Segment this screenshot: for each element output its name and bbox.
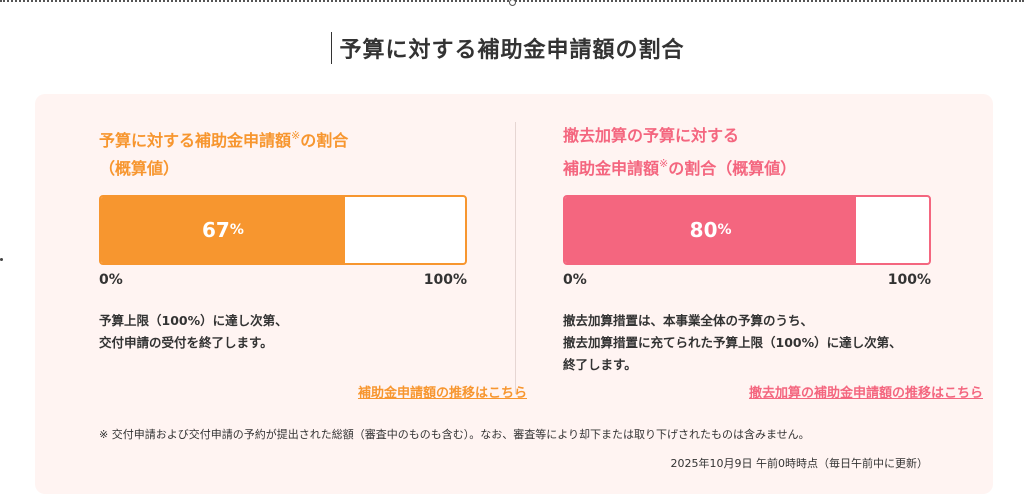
axis-min-label: 0%: [563, 272, 587, 288]
removal-history-link[interactable]: 撤去加算の補助金申請額の推移はこちら: [748, 386, 983, 401]
ratio-panel: 予算に対する補助金申請額※の割合 （概算値） 67% 0% 100% 予算上限（…: [35, 94, 993, 494]
side-marker: [0, 258, 3, 261]
budget-progress-value: 67%: [101, 197, 345, 263]
budget-note-line: 交付申請の受付を終了します。: [99, 335, 273, 350]
budget-note: 予算上限（100%）に達し次第、 交付申請の受付を終了します。: [99, 310, 288, 354]
page-title: 予算に対する補助金申請額の割合: [339, 38, 685, 63]
removal-ratio-title-suffix: の割合（概算値）: [668, 159, 797, 178]
removal-note-line: 終了します。: [563, 357, 637, 372]
removal-progress-bar: 80%: [563, 195, 931, 265]
budget-progress-bar: 67%: [99, 195, 467, 265]
budget-ratio-title-text: 予算に対する補助金申請額: [99, 131, 292, 150]
removal-ratio-title-text: 撤去加算の予算に対する: [563, 126, 740, 145]
removal-note-line: 撤去加算措置に充てられた予算上限（100%）に達し次第、: [563, 335, 902, 350]
footnote-mark: ※: [659, 157, 669, 170]
resize-handle-icon[interactable]: [509, 0, 516, 6]
axis-max-label: 100%: [887, 272, 931, 288]
removal-note-line: 撤去加算措置は、本事業全体の予算のうち、: [563, 313, 814, 328]
axis-max-label: 100%: [423, 272, 467, 288]
text-cursor: [331, 32, 332, 64]
removal-ratio-title-text-2: 補助金申請額: [563, 159, 660, 178]
removal-progress-unit: %: [717, 222, 732, 238]
update-timestamp: 2025年10月9日 午前0時時点（毎日午前中に更新）: [670, 457, 928, 470]
removal-ratio-title: 撤去加算の予算に対する 補助金申請額※の割合（概算値）: [563, 122, 796, 183]
footnote-mark: ※: [291, 129, 301, 142]
budget-ratio-subtitle: （概算値）: [99, 159, 180, 178]
footnote: ※ 交付申請および交付申請の予約が提出された総額（審査中のものも含む）。なお、審…: [99, 428, 810, 441]
budget-ratio-title-suffix: の割合: [300, 131, 349, 150]
budget-progress-unit: %: [229, 222, 244, 238]
budget-ratio-title: 予算に対する補助金申請額※の割合 （概算値）: [99, 122, 348, 183]
column-divider: [515, 122, 516, 394]
budget-history-link[interactable]: 補助金申請額の推移はこちら: [357, 386, 527, 401]
budget-progress-fill: [101, 197, 345, 263]
removal-note: 撤去加算措置は、本事業全体の予算のうち、 撤去加算措置に充てられた予算上限（10…: [563, 310, 902, 376]
budget-note-line: 予算上限（100%）に達し次第、: [99, 313, 288, 328]
removal-progress-number: 80: [689, 218, 718, 242]
removal-progress-fill: [565, 197, 857, 263]
removal-progress-value: 80%: [565, 197, 856, 263]
budget-progress-number: 67: [202, 218, 230, 242]
axis-min-label: 0%: [99, 272, 123, 288]
